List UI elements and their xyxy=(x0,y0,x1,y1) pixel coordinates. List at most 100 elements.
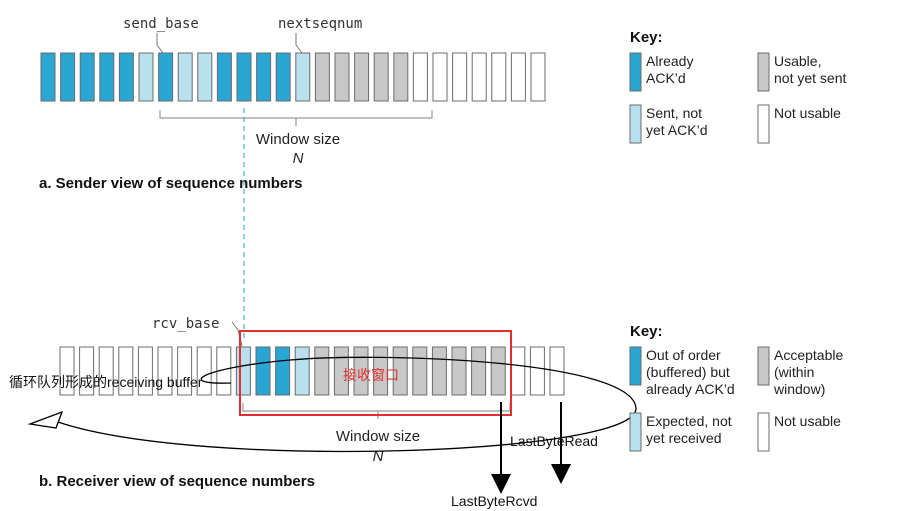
sender-cell-not-usable xyxy=(432,52,448,102)
sender-cell-acked xyxy=(216,52,232,102)
sender-cell-usable xyxy=(373,52,389,102)
sender-key-title: Key: xyxy=(630,29,663,46)
receiver-key-title: Key: xyxy=(630,323,663,340)
rcv-base-label: rcv_base xyxy=(152,316,219,332)
key-swatch-usable xyxy=(757,346,770,386)
key-label: (buffered) but xyxy=(646,364,730,380)
receiver-cell-sent-not-acked xyxy=(235,346,251,396)
sender-cell-sent-not-acked xyxy=(197,52,213,102)
last-byte-rcvd-label: LastByteRcvd xyxy=(451,493,537,509)
sender-cell-acked xyxy=(236,52,252,102)
receiver-window-size-label: Window size xyxy=(336,428,420,445)
receiver-cell-usable xyxy=(373,346,389,396)
key-label: (within xyxy=(774,364,814,380)
sender-window-size-label: Window size xyxy=(256,131,340,148)
receiver-cell-usable xyxy=(314,346,330,396)
key-label: already ACK’d xyxy=(646,381,735,397)
key-swatch-acked xyxy=(629,52,642,92)
key-swatch-not-usable xyxy=(757,412,770,452)
key-label: window) xyxy=(773,381,825,397)
key-label: Expected, not xyxy=(646,413,732,429)
receiver-cell-not-usable xyxy=(137,346,153,396)
sender-sequence-cells xyxy=(40,52,546,102)
receiver-cell-not-usable xyxy=(79,346,95,396)
receiver-cell-not-usable xyxy=(59,346,75,396)
sender-cell-usable xyxy=(334,52,350,102)
sender-cell-not-usable xyxy=(510,52,526,102)
key-swatch-sent-not-acked xyxy=(629,104,642,144)
sender-cell-usable xyxy=(314,52,330,102)
last-byte-read-label: LastByteRead xyxy=(510,433,598,449)
receiver-cell-usable xyxy=(392,346,408,396)
sender-cell-acked xyxy=(60,52,76,102)
nextseqnum-label: nextseqnum xyxy=(278,16,362,32)
circular-buffer-loop xyxy=(57,356,637,453)
key-label: Not usable xyxy=(774,105,841,121)
key-label: Already xyxy=(646,53,693,69)
send-base-leader xyxy=(156,33,164,54)
sender-cell-not-usable xyxy=(471,52,487,102)
receiver-cell-not-usable xyxy=(157,346,173,396)
receiver-cell-not-usable xyxy=(529,346,545,396)
key-label: Out of order xyxy=(646,347,721,363)
circular-buffer-arrowhead xyxy=(27,410,64,429)
receiver-caption: b. Receiver view of sequence numbers xyxy=(39,473,315,490)
key-label: ACK’d xyxy=(646,70,686,86)
key-swatch-usable xyxy=(757,52,770,92)
receiver-cell-usable xyxy=(353,346,369,396)
sender-cell-not-usable xyxy=(530,52,546,102)
receiver-window-bracket xyxy=(242,403,511,419)
receive-window-label: 接收窗口 xyxy=(343,367,399,383)
receiver-cell-usable xyxy=(431,346,447,396)
receiver-cell-usable xyxy=(451,346,467,396)
nextseqnum-leader xyxy=(295,33,303,54)
receiver-cell-not-usable xyxy=(510,346,526,396)
sender-cell-not-usable xyxy=(412,52,428,102)
key-label: Not usable xyxy=(774,413,841,429)
key-swatch-acked xyxy=(629,346,642,386)
receiver-cell-acked xyxy=(275,346,291,396)
receiver-cell-not-usable xyxy=(177,346,193,396)
receiver-cell-not-usable xyxy=(98,346,114,396)
sender-cell-acked xyxy=(40,52,56,102)
sender-cell-usable xyxy=(393,52,409,102)
receiver-cell-not-usable xyxy=(196,346,212,396)
sender-cell-acked xyxy=(99,52,115,102)
receiver-cell-usable xyxy=(412,346,428,396)
sender-caption: a. Sender view of sequence numbers xyxy=(39,175,302,192)
sender-cell-acked xyxy=(275,52,291,102)
sender-cell-acked xyxy=(79,52,95,102)
sender-cell-acked xyxy=(118,52,134,102)
key-label: Usable, xyxy=(774,53,821,69)
key-swatch-sent-not-acked xyxy=(629,412,642,452)
receiver-cell-acked xyxy=(255,346,271,396)
sender-cell-sent-not-acked xyxy=(138,52,154,102)
receiver-cell-usable xyxy=(490,346,506,396)
receiver-sequence-cells xyxy=(59,346,565,396)
key-label: yet received xyxy=(646,430,721,446)
sender-window-n: N xyxy=(293,150,304,167)
key-label: Acceptable xyxy=(774,347,843,363)
key-label: Sent, not xyxy=(646,105,702,121)
key-label: not yet sent xyxy=(774,70,846,86)
sender-cell-acked xyxy=(256,52,272,102)
receiver-cell-not-usable xyxy=(118,346,134,396)
sender-cell-sent-not-acked xyxy=(295,52,311,102)
send-base-label: send_base xyxy=(123,16,199,32)
key-label: yet ACK’d xyxy=(646,122,707,138)
receive-window-highlight xyxy=(239,330,512,416)
sender-cell-acked xyxy=(158,52,174,102)
circular-buffer-label: 循环队列形成的receiving buffer xyxy=(9,374,203,390)
sender-cell-not-usable xyxy=(491,52,507,102)
sender-cell-usable xyxy=(354,52,370,102)
receiver-window-n: N xyxy=(373,448,384,465)
sender-cell-not-usable xyxy=(452,52,468,102)
sender-cell-sent-not-acked xyxy=(177,52,193,102)
sender-window-bracket xyxy=(159,110,433,126)
receiver-cell-sent-not-acked xyxy=(294,346,310,396)
key-swatch-not-usable xyxy=(757,104,770,144)
receiver-cell-usable xyxy=(471,346,487,396)
receiver-cell-usable xyxy=(333,346,349,396)
